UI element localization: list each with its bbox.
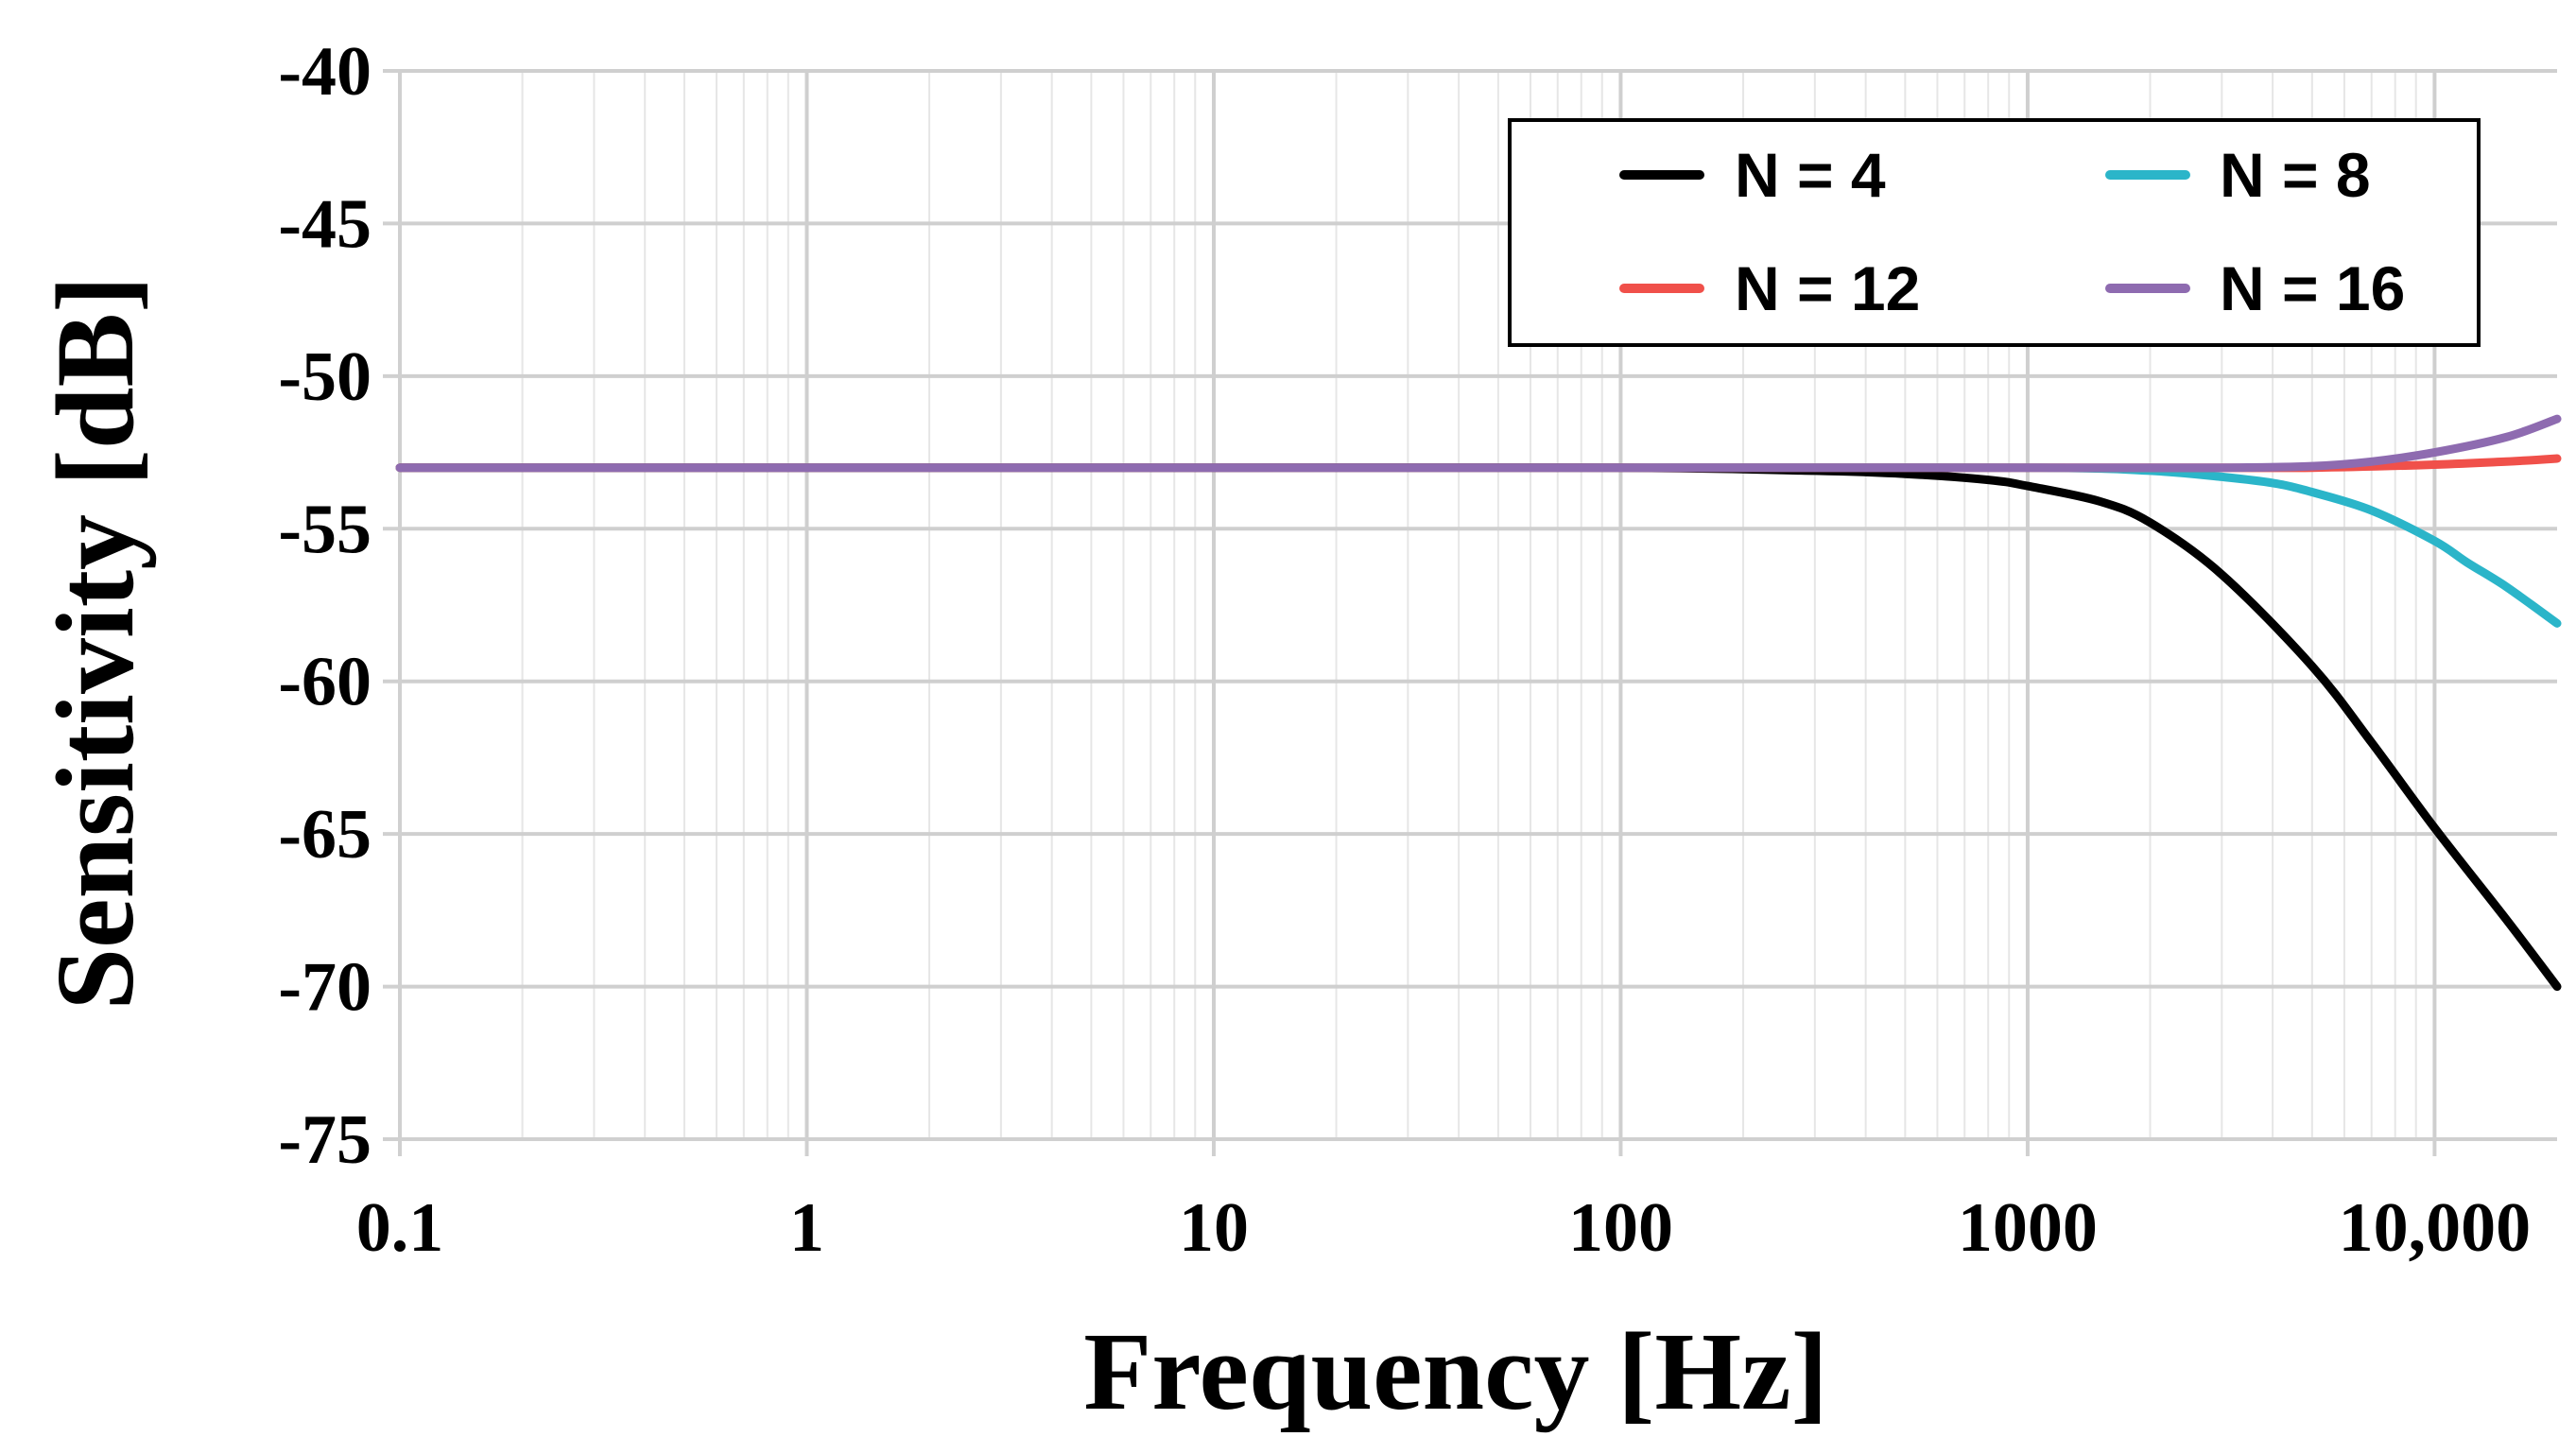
y-tick-label: -75 [278,1101,372,1179]
y-tick-label: -60 [278,644,372,721]
x-axis-title: Frequency [Hz] [1083,1309,1828,1433]
legend-label-n12: N = 12 [1735,253,1920,323]
x-tick-label: 1000 [1958,1189,2098,1267]
legend-label-n8: N = 8 [2220,140,2371,210]
series-line-n16 [395,414,2562,473]
x-tick-label: 100 [1568,1189,1673,1267]
grid-minor [521,71,2417,1139]
legend-label-n16: N = 16 [2220,253,2405,323]
y-axis-title: Sensitivity [dB] [33,276,157,1011]
x-tick-label: 10 [1179,1189,1249,1267]
y-tick-label: -50 [278,338,372,416]
x-tick-label: 1 [789,1189,824,1267]
y-tick-label: -55 [278,491,372,568]
x-tick-label: 0.1 [356,1189,444,1267]
legend-box [1508,118,2481,347]
x-axis-ticks: 0.1 1 10 100 1000 10,000 [356,1139,2531,1267]
plot-frame [398,71,2557,1141]
y-tick-label: -45 [278,185,372,263]
legend: N = 4 N = 8 N = 12 N = 16 [1508,118,2481,347]
legend-label-n4: N = 4 [1735,140,1886,210]
y-tick-label: -65 [278,796,372,874]
y-tick-label: -40 [278,33,372,111]
y-axis-ticks: -40 -45 -50 -55 -60 -65 -70 -75 [278,33,400,1179]
series-layer [395,414,2562,992]
y-tick-label: -70 [278,949,372,1027]
x-tick-label: 10,000 [2339,1189,2532,1267]
